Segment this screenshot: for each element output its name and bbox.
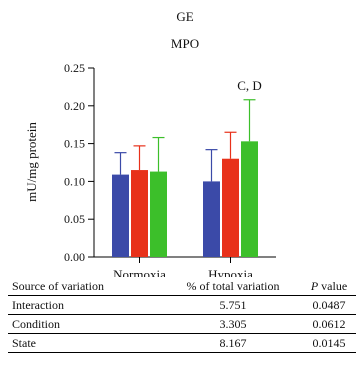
row-percent: 5.751 <box>164 295 302 315</box>
header-pvalue: P value <box>302 277 356 296</box>
x-tick-label: Normoxia <box>113 267 166 277</box>
row-source: State <box>8 333 164 353</box>
annotations: C, D <box>237 78 262 93</box>
row-pvalue: 0.0145 <box>302 333 356 353</box>
y-tick-label: 0.15 <box>64 137 85 151</box>
row-percent: 3.305 <box>164 314 302 334</box>
y-tick-label: 0.05 <box>64 212 85 226</box>
bar <box>150 171 167 257</box>
y-tick-label: 0.10 <box>64 174 85 188</box>
y-axis: 0.00 0.05 0.10 0.15 0.20 0.25 <box>64 61 95 264</box>
chart: GE MPO mU/mg protein 0.00 0.05 0.10 0.15 0.2… <box>24 9 276 277</box>
table-row: Interaction 5.751 0.0487 <box>8 295 356 315</box>
y-tick-label: 0.25 <box>64 61 85 75</box>
bars <box>112 141 258 257</box>
row-pvalue: 0.0487 <box>302 295 356 315</box>
anova-table: Source of variation % of total variation… <box>8 277 356 353</box>
row-pvalue: 0.0612 <box>302 314 356 334</box>
y-tick-label: 0.20 <box>64 99 85 113</box>
bar <box>131 170 148 257</box>
x-axis: Normoxia Hypoxia <box>94 256 276 277</box>
error-bars <box>114 99 256 182</box>
header-percent: % of total variation <box>164 277 302 296</box>
x-tick-label: Hypoxia <box>208 267 253 277</box>
chart-title: GE <box>176 9 193 24</box>
row-percent: 8.167 <box>164 333 302 353</box>
bar <box>241 141 258 257</box>
row-source: Condition <box>8 314 164 334</box>
row-source: Interaction <box>8 295 164 315</box>
bar <box>112 174 129 257</box>
y-axis-label: mU/mg protein <box>24 122 39 202</box>
header-p: P <box>310 279 319 293</box>
bar <box>203 181 220 257</box>
header-value: value <box>321 279 348 293</box>
header-source: Source of variation <box>8 277 164 296</box>
annotation-label: C, D <box>237 78 262 93</box>
y-tick-label: 0.00 <box>64 250 85 264</box>
table-row: Condition 3.305 0.0612 <box>8 314 356 334</box>
table-header-row: Source of variation % of total variation… <box>8 277 356 296</box>
table-row: State 8.167 0.0145 <box>8 333 356 353</box>
chart-subtitle: MPO <box>171 36 199 51</box>
bar <box>222 158 239 257</box>
